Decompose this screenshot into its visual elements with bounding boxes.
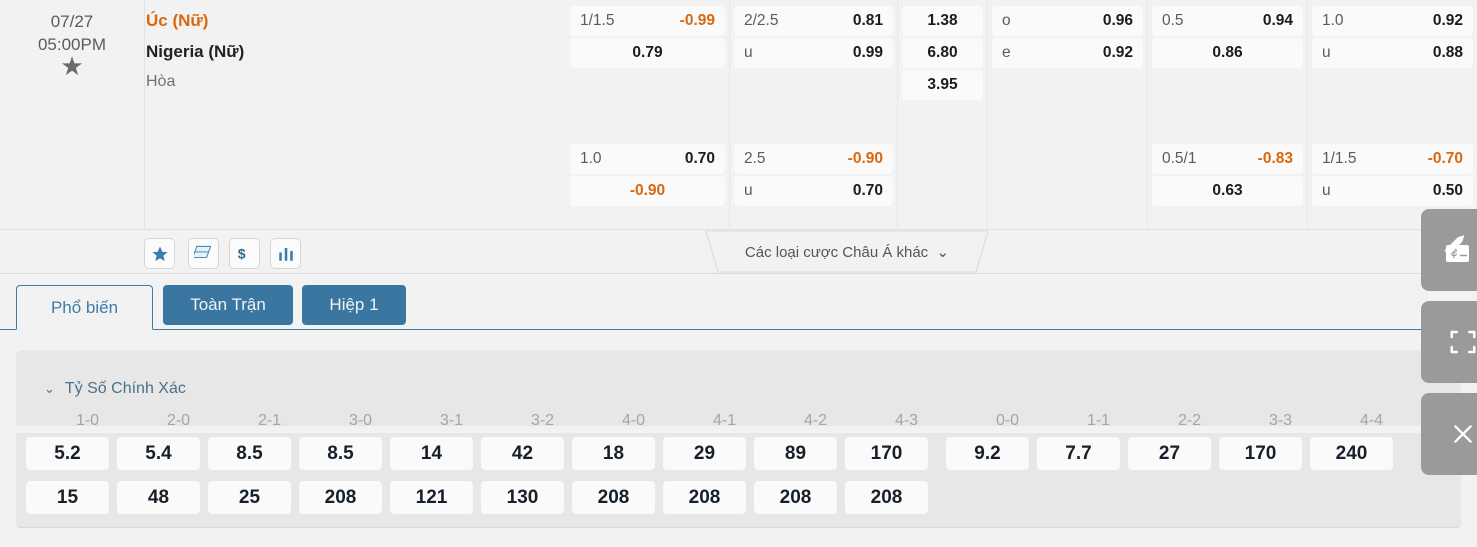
svg-text:$: $	[238, 246, 246, 262]
